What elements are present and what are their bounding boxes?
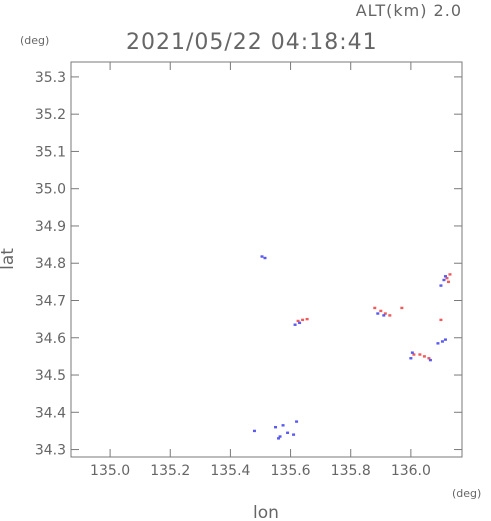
y-tick-label: 35.2 bbox=[35, 107, 66, 123]
data-point bbox=[379, 309, 383, 313]
y-tick-label: 34.9 bbox=[35, 219, 66, 235]
y-unit-label: (deg) bbox=[20, 34, 49, 47]
y-tick-label: 35.1 bbox=[35, 144, 66, 160]
data-point bbox=[412, 353, 416, 356]
x-axis-label: lon bbox=[253, 503, 279, 521]
data-point bbox=[446, 280, 450, 284]
x-tick-label: 135.4 bbox=[210, 463, 250, 479]
data-points bbox=[252, 255, 452, 440]
data-point bbox=[376, 312, 380, 315]
y-tick-label: 34.7 bbox=[35, 293, 66, 309]
data-point bbox=[418, 353, 422, 356]
y-tick-label: 34.3 bbox=[35, 443, 66, 459]
data-point bbox=[292, 433, 296, 436]
data-point bbox=[293, 323, 297, 326]
y-tick-label: 35.3 bbox=[35, 70, 66, 86]
data-point bbox=[277, 437, 281, 440]
data-point bbox=[263, 256, 267, 260]
data-point bbox=[274, 425, 278, 429]
data-point bbox=[422, 355, 426, 358]
x-tick-label: 135.2 bbox=[150, 463, 190, 479]
chart-title: 2021/05/22 04:18:41 bbox=[126, 30, 378, 55]
y-axis-label: lat bbox=[0, 248, 18, 270]
data-point bbox=[278, 435, 282, 438]
data-point bbox=[400, 306, 404, 310]
x-tick-label: 135.6 bbox=[271, 463, 311, 479]
data-point bbox=[427, 357, 431, 360]
data-point bbox=[301, 318, 305, 322]
data-point bbox=[260, 255, 264, 258]
y-tick-label: 34.6 bbox=[35, 331, 66, 347]
x-tick-label: 135.0 bbox=[90, 463, 130, 479]
data-point bbox=[443, 275, 447, 278]
data-point bbox=[440, 340, 444, 343]
data-point bbox=[252, 429, 256, 433]
data-point bbox=[383, 312, 387, 315]
data-point bbox=[442, 278, 446, 282]
data-point bbox=[295, 420, 299, 423]
x-tick-label: 136.0 bbox=[391, 463, 431, 479]
data-point bbox=[296, 319, 300, 323]
data-point bbox=[445, 276, 449, 280]
data-point bbox=[410, 351, 414, 354]
data-point bbox=[428, 358, 432, 362]
x-tick-label: 135.8 bbox=[331, 463, 371, 479]
data-point bbox=[439, 284, 443, 287]
y-tick-label: 34.5 bbox=[35, 368, 66, 384]
y-tick-label: 35.0 bbox=[35, 182, 66, 198]
data-point bbox=[298, 321, 302, 325]
plot-frame bbox=[70, 61, 463, 458]
data-point bbox=[305, 317, 309, 321]
data-point bbox=[286, 431, 290, 434]
data-point bbox=[409, 357, 413, 360]
data-point bbox=[373, 306, 377, 310]
data-point bbox=[382, 314, 386, 317]
data-point bbox=[443, 338, 447, 341]
data-point bbox=[281, 424, 285, 427]
y-tick-label: 34.8 bbox=[35, 256, 66, 272]
data-point bbox=[448, 273, 452, 276]
data-point bbox=[439, 318, 443, 322]
y-tick-label: 34.4 bbox=[35, 405, 66, 421]
data-point bbox=[436, 342, 440, 345]
x-unit-label: (deg) bbox=[452, 487, 481, 500]
axis-ticks: 135.0 135.2 135.4 135.6 135.8 136.0 34.3 34.4 34… bbox=[35, 62, 462, 479]
altitude-subtitle: ALT(km) 2.0 bbox=[356, 1, 462, 20]
data-point bbox=[388, 314, 392, 317]
